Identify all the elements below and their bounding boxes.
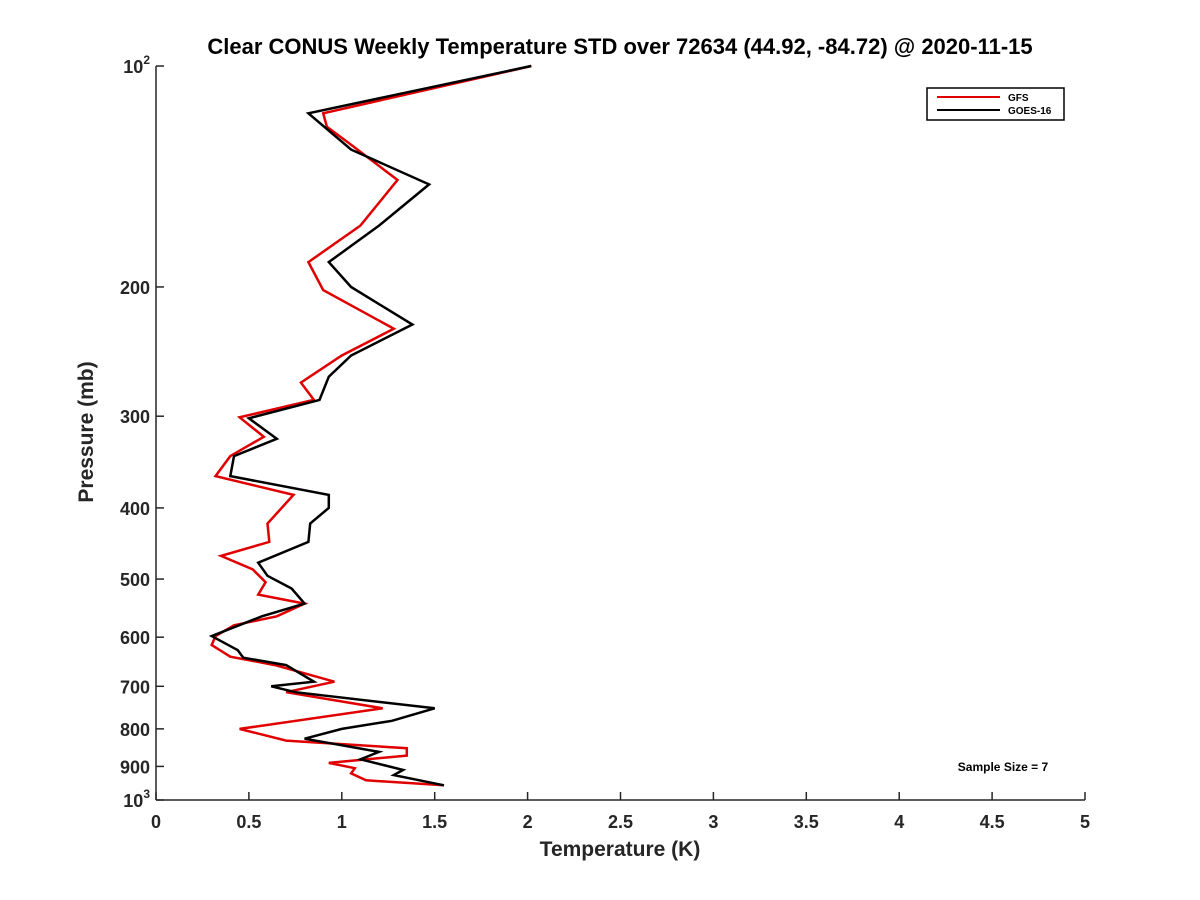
x-tick-label: 2 — [523, 812, 533, 832]
chart-title: Clear CONUS Weekly Temperature STD over … — [207, 34, 1032, 59]
series-line-gfs — [210, 64, 532, 787]
y-tick-label: 800 — [120, 720, 150, 740]
x-axis-label: Temperature (K) — [540, 838, 701, 861]
x-tick-label: 4.5 — [980, 812, 1005, 832]
y-tick-label: 200 — [120, 278, 150, 298]
x-tick-label: 0.5 — [236, 812, 261, 832]
legend-box — [926, 87, 1065, 121]
legend: GFS GOES-16 — [926, 87, 1065, 121]
y-tick-label: 400 — [120, 499, 150, 519]
legend-label-gfs: GFS — [1008, 93, 1029, 104]
y-tick-label: 500 — [120, 570, 150, 590]
y-tick-label: 102 — [123, 53, 150, 77]
y-tick-label: 300 — [120, 407, 150, 427]
sample-size-annotation: Sample Size = 7 — [958, 760, 1049, 774]
y-tick-exponent: 2 — [143, 53, 150, 67]
x-tick-label: 0 — [151, 812, 161, 832]
y-tick-label: 700 — [120, 677, 150, 697]
x-tick-label: 3.5 — [794, 812, 819, 832]
series-lines — [208, 64, 532, 787]
y-tick-label: 600 — [120, 628, 150, 648]
y-tick-label: 900 — [120, 757, 150, 777]
x-tick-label: 3 — [708, 812, 718, 832]
y-tick-exponent: 3 — [143, 787, 150, 801]
y-tick-base: 10 — [123, 57, 143, 77]
y-tick-base: 10 — [123, 791, 143, 811]
plot-area — [156, 66, 1085, 800]
x-axis-ticks: 0 0.5 1 1.5 2 2.5 3 3.5 4 4.5 5 — [151, 792, 1090, 832]
series-line-goes-16 — [208, 64, 532, 787]
x-tick-label: 1 — [337, 812, 347, 832]
x-tick-label: 4 — [894, 812, 904, 832]
x-tick-label: 2.5 — [608, 812, 633, 832]
legend-label-goes-16: GOES-16 — [1008, 106, 1052, 117]
x-tick-label: 1.5 — [422, 812, 447, 832]
y-tick-label: 103 — [123, 787, 150, 811]
x-tick-label: 5 — [1080, 812, 1090, 832]
y-axis-label: Pressure (mb) — [75, 361, 98, 502]
